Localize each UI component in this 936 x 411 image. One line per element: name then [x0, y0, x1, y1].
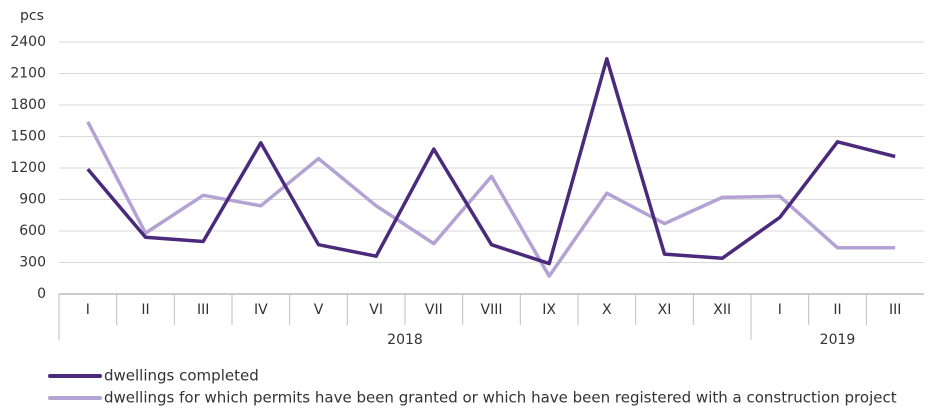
series-line — [86, 57, 896, 266]
x-tick-label: VIII — [481, 302, 503, 318]
x-tick-label: IX — [542, 302, 556, 318]
x-tick-label: XII — [713, 302, 731, 318]
x-tick-label: IV — [254, 302, 268, 318]
y-tick-label: 300 — [19, 255, 46, 271]
x-tick-label: I — [86, 302, 90, 318]
group-label: 2018 — [387, 332, 423, 348]
y-tick-label: 2100 — [10, 66, 46, 82]
group-label: 2019 — [820, 332, 856, 348]
y-tick-label: 0 — [37, 286, 46, 302]
y-tick-label: 1500 — [10, 129, 46, 145]
x-tick-label: II — [833, 302, 841, 318]
x-tick-label: VII — [425, 302, 443, 318]
x-tick-label: XI — [658, 302, 672, 318]
x-tick-label: III — [889, 302, 901, 318]
legend-label: dwellings completed — [104, 367, 259, 385]
x-tick-label: X — [602, 302, 612, 318]
y-tick-label: 600 — [19, 223, 46, 239]
x-tick-label: V — [314, 302, 324, 318]
y-tick-label: 2400 — [10, 34, 46, 50]
legend-label: dwellings for which permits have been gr… — [104, 389, 897, 407]
x-tick-label: II — [141, 302, 149, 318]
y-tick-label: 1200 — [10, 160, 46, 176]
x-tick-label: I — [778, 302, 782, 318]
x-tick-label: VI — [369, 302, 383, 318]
series-line — [86, 120, 896, 278]
x-tick-label: III — [197, 302, 209, 318]
y-tick-label: 1800 — [10, 97, 46, 113]
y-tick-label: 900 — [19, 192, 46, 208]
y-unit: pcs — [20, 8, 44, 24]
